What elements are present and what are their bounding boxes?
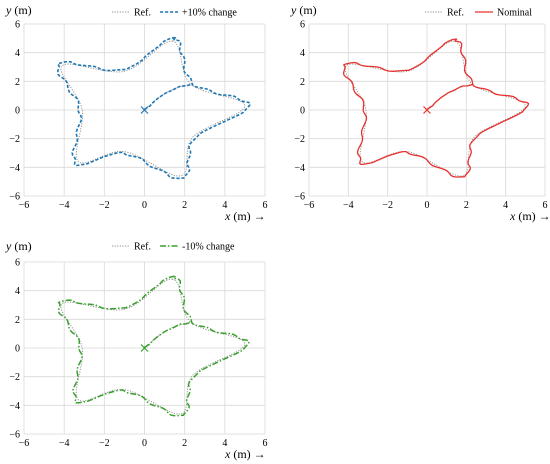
x-tick-label: 2	[464, 200, 469, 211]
gridlines	[23, 261, 266, 435]
x-tick-label: 6	[263, 438, 268, 449]
y-tick-label: 2	[15, 77, 20, 88]
x-tick-label: −6	[304, 200, 315, 211]
y-tick-label: −6	[294, 192, 305, 203]
series-line	[57, 275, 250, 417]
legend-label: Ref.	[134, 242, 151, 253]
start-marker	[423, 106, 431, 114]
series-line	[56, 36, 251, 180]
legend-label: +10% change	[182, 8, 237, 19]
start-marker	[140, 106, 149, 114]
y-tick-label: −4	[9, 401, 20, 412]
y-tick-label: −2	[294, 134, 305, 145]
gridlines	[308, 23, 546, 197]
x-tick-label: 6	[543, 200, 548, 211]
x-tick-label: −2	[99, 438, 110, 449]
y-tick-label: 2	[15, 315, 20, 326]
series-line	[342, 38, 530, 178]
y-tick-label: 6	[15, 20, 20, 31]
x-tick-label: 4	[222, 200, 227, 211]
y-tick-label: 0	[15, 344, 20, 355]
x-tick-label: −6	[19, 438, 30, 449]
start-marker	[140, 344, 149, 352]
y-tick-label: −6	[9, 430, 20, 441]
y-tick-label: −4	[294, 163, 305, 174]
x-tick-label: 0	[425, 200, 430, 211]
x-tick-label: 4	[503, 200, 508, 211]
legend-label: Nominal	[497, 8, 532, 19]
y-tick-label: 4	[15, 286, 20, 297]
series-line	[60, 40, 246, 177]
chart-plus10: y (m) x (m) → −6 −4 −2 0 2 4 6 6 4 2 0 −2 −4 −6 Ref. +1…	[5, 3, 268, 223]
y-tick-label: −4	[9, 163, 20, 174]
series-line	[344, 40, 526, 177]
x-tick-label: −2	[382, 200, 393, 211]
y-tick-label: 4	[15, 48, 20, 59]
legend-label: -10% change	[182, 242, 235, 253]
gridlines	[23, 23, 266, 197]
xlabel: x (m) →	[224, 447, 266, 461]
legend-label: Ref.	[134, 8, 151, 19]
chart-nominal: y (m) x (m) → −6 −4 −2 0 2 4 6 6 4 2 0 −2 −4 −6 Ref. No…	[290, 3, 550, 223]
xlabel: x (m) →	[509, 209, 550, 223]
legend-label: Ref.	[447, 8, 464, 19]
y-tick-label: 0	[15, 106, 20, 117]
y-tick-label: 4	[300, 48, 305, 59]
y-tick-label: −6	[9, 192, 20, 203]
ylabel: y (m)	[5, 239, 32, 253]
ylabel: y (m)	[5, 3, 32, 17]
x-tick-label: −2	[99, 200, 110, 211]
x-tick-label: −4	[59, 200, 70, 211]
x-tick-label: 4	[222, 438, 227, 449]
x-tick-label: 2	[182, 200, 187, 211]
y-tick-label: −2	[9, 134, 20, 145]
x-tick-label: 0	[142, 200, 147, 211]
y-tick-label: 6	[15, 258, 20, 269]
y-tick-label: 6	[300, 20, 305, 31]
ylabel: y (m)	[290, 3, 317, 17]
x-tick-label: 6	[263, 200, 268, 211]
x-tick-label: −4	[59, 438, 70, 449]
x-tick-label: −4	[343, 200, 354, 211]
y-tick-label: 2	[300, 77, 305, 88]
y-tick-label: −2	[9, 372, 20, 383]
x-tick-label: −6	[19, 200, 30, 211]
y-tick-label: 0	[300, 106, 305, 117]
x-tick-label: 0	[142, 438, 147, 449]
x-tick-label: 2	[182, 438, 187, 449]
series-line	[60, 278, 246, 415]
xlabel: x (m) →	[224, 209, 266, 223]
chart-minus10: y (m) x (m) → −6 −4 −2 0 2 4 6 6 4 2 0 −2 −4 −6 Ref. -1…	[5, 239, 268, 461]
